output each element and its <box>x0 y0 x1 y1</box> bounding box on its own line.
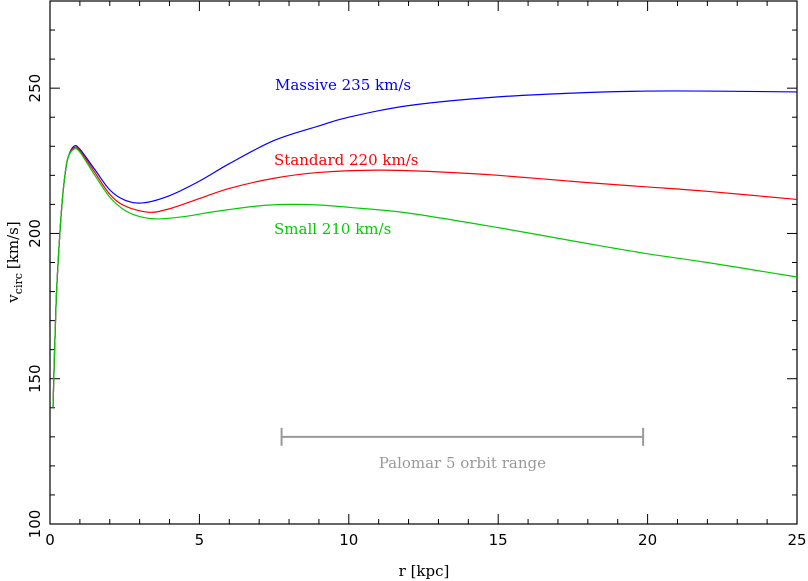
y-axis-label-unit: [km/s] <box>4 221 22 269</box>
svg-text:vcirc[km/s]: vcirc [km/s] <box>4 221 25 303</box>
x-tick-label: 10 <box>339 531 358 549</box>
x-axis-label: r [kpc] <box>399 562 450 580</box>
annotation-group: Palomar 5 orbit range <box>280 427 645 472</box>
series-label-2: Small 210 km/s <box>274 220 391 238</box>
y-axis-label: vcirc [km/s] <box>4 221 25 303</box>
series-label-0: Massive 235 km/s <box>275 76 411 94</box>
x-tick-label: 0 <box>45 531 55 549</box>
series-line-1 <box>52 146 798 408</box>
y-tick-label: 250 <box>26 74 44 103</box>
series-line-2 <box>52 147 798 408</box>
x-tick-label: 15 <box>489 531 508 549</box>
plot-frame <box>49 0 798 525</box>
x-tick-label: 20 <box>638 531 657 549</box>
y-tick-label: 100 <box>26 510 44 539</box>
series-group: Massive 235 km/s Standard 220 km/s Small 2… <box>52 76 798 408</box>
x-tick-label: 5 <box>195 531 205 549</box>
y-tick-label: 200 <box>26 219 44 248</box>
orbit-range-label: Palomar 5 orbit range <box>379 454 546 472</box>
y-tick-label: 150 <box>26 364 44 393</box>
y-axis-label-sub: circ <box>12 273 25 294</box>
x-tick-label: 25 <box>787 531 806 549</box>
series-label-1: Standard 220 km/s <box>274 151 418 169</box>
series-line-0 <box>52 90 798 408</box>
plot-area: 0 5 10 15 20 25 100 150 200 250 <box>26 0 807 549</box>
y-axis-label-main: v <box>4 294 22 304</box>
